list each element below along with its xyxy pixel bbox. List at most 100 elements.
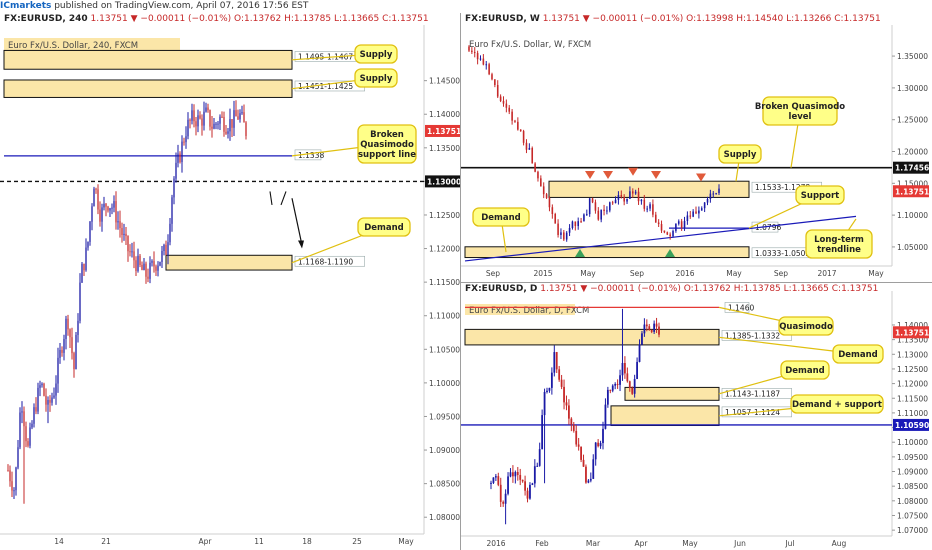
cD-price-tick: 1.10000 xyxy=(897,438,928,447)
cW-candle-body xyxy=(528,147,531,150)
cW-price-axis[interactable] xyxy=(892,25,932,282)
cW-callout-box[interactable] xyxy=(805,229,873,259)
chart-panel-240[interactable]: FX:EURUSD, 240 1.13751 ▼ −0.00011 (−0.01… xyxy=(0,13,460,550)
c240-price-tick: 1.08000 xyxy=(429,513,460,522)
cW-candle-body xyxy=(603,209,605,211)
c240-price-tick: 1.10000 xyxy=(429,379,460,388)
c240-candle-body xyxy=(83,263,85,271)
cW-candle-body xyxy=(680,221,683,228)
c240-price-axis[interactable] xyxy=(424,25,460,550)
cW-candle-body xyxy=(502,100,505,104)
c240-price-tick: 1.14500 xyxy=(429,77,460,86)
cW-price-tick: 1.30000 xyxy=(897,84,928,93)
cW-callout-box[interactable] xyxy=(795,185,845,205)
cW-arrow-down-marker xyxy=(651,170,661,179)
cD-candle-body xyxy=(533,466,536,484)
c240-candle-body xyxy=(93,188,95,207)
cW-callout-box[interactable] xyxy=(472,207,530,227)
publish-info: published on TradingView.com, April 07, … xyxy=(51,1,309,11)
cD-callout-box[interactable] xyxy=(790,394,884,414)
cW-callout-box[interactable] xyxy=(762,96,838,126)
c240-candle-body xyxy=(99,209,101,222)
cD-candle-body xyxy=(592,459,595,479)
c240-candle-body xyxy=(49,399,51,403)
symbol-label: FX:EURUSD, D xyxy=(465,284,538,294)
cW-candle-body xyxy=(709,193,712,199)
c240-candle-body xyxy=(131,251,133,253)
c240-callout-box[interactable] xyxy=(354,68,398,88)
c240-candle-body xyxy=(151,261,153,263)
c240-candle-body xyxy=(81,263,83,283)
c240-callout-text: support line xyxy=(358,150,416,160)
c240-candle-body xyxy=(215,123,217,125)
cD-candle-body xyxy=(494,476,497,478)
c240-candle-body xyxy=(135,260,137,271)
cD-callout-box[interactable] xyxy=(780,360,830,380)
cW-candle-body xyxy=(611,202,614,204)
cD-candle-body xyxy=(594,442,597,460)
chart-240[interactable]: 1.14500 1.14000 1.13500 1.13000 1.12500 1.120… xyxy=(0,13,460,550)
cD-callout-box[interactable] xyxy=(832,344,884,364)
cD-zone xyxy=(464,328,720,346)
c240-candle-body xyxy=(33,407,35,424)
c240-zone-label: 1.1168-1.1190 xyxy=(298,257,353,266)
cW-candle-body xyxy=(634,191,637,194)
cW-candle-body xyxy=(560,232,562,235)
c240-candle-body xyxy=(211,126,213,129)
cW-candle-body xyxy=(522,131,525,143)
c240-candle-body xyxy=(17,447,19,468)
cW-label-bg xyxy=(465,38,573,49)
chart-panel-weekly[interactable]: FX:EURUSD, W 1.13751 ▼ −0.00011 (−0.01%)… xyxy=(461,13,932,282)
c240-callout-box[interactable] xyxy=(357,217,411,237)
c240-candle-body xyxy=(43,383,45,396)
c240-line-label: 1.1338 xyxy=(298,151,324,160)
cD-candle-body xyxy=(519,474,522,480)
cD-candle-body xyxy=(550,372,553,388)
cW-long-term-trendline xyxy=(464,215,857,262)
cD-candle-body xyxy=(589,478,592,481)
chart-panel-daily[interactable]: FX:EURUSD, D 1.13751 ▼ −0.00011 (−0.01%)… xyxy=(461,283,932,550)
cW-candle-body xyxy=(703,202,706,209)
chart-weekly[interactable]: 1.35000 1.30000 1.25000 1.20000 1.15000 1.100… xyxy=(461,13,932,282)
cD-callout-box[interactable] xyxy=(778,316,834,336)
c240-candle-body xyxy=(189,119,191,121)
cD-candle-body xyxy=(641,333,643,345)
cD-candle-body xyxy=(490,482,492,484)
cW-candle-body xyxy=(517,121,519,130)
chart-daily[interactable]: 1.14000 1.13500 1.13000 1.12500 1.12000 1.115… xyxy=(461,283,932,550)
c240-candle-body xyxy=(111,207,113,209)
c240-callout-box[interactable] xyxy=(357,124,417,164)
c240-price-tick: 1.09000 xyxy=(429,446,460,455)
cD-candle-body xyxy=(560,379,563,387)
cW-candle-body xyxy=(657,222,660,225)
cD-zone-label: 1.1385-1.1332 xyxy=(725,331,780,340)
cD-candle-body xyxy=(531,483,534,485)
c240-price-tick: 1.11000 xyxy=(429,312,460,321)
cW-candle-body xyxy=(540,178,542,187)
cW-line-label: 1.0796 xyxy=(755,223,781,232)
cW-zone-label: 1.1533-1.1278 xyxy=(755,183,810,192)
cD-candle-body xyxy=(614,383,617,386)
cW-candle-body xyxy=(614,199,617,204)
cD-callout-text: Demand xyxy=(838,350,878,360)
c240-price-badge xyxy=(425,124,460,137)
c240-price-badge xyxy=(425,175,460,188)
c240-candle-body xyxy=(37,387,39,412)
cW-candle-body xyxy=(577,221,579,227)
cD-price-tick: 1.14000 xyxy=(897,321,928,330)
c240-candle-body xyxy=(187,119,189,137)
cW-candle-body xyxy=(706,198,709,203)
cW-candle-body xyxy=(626,198,628,202)
c240-callout-box[interactable] xyxy=(354,44,398,64)
cW-candle-body xyxy=(718,188,720,194)
c240-candle-body xyxy=(205,107,207,112)
brand-name[interactable]: ICmarkets xyxy=(0,1,52,11)
c240-candle-body xyxy=(159,261,161,266)
symbol-label: FX:EURUSD, W xyxy=(465,14,540,24)
c240-zone-label: 1.1451-1.1425 xyxy=(298,82,353,91)
cD-candle-body xyxy=(631,387,634,394)
cD-callout-text: Demand xyxy=(785,366,825,376)
cD-candle-body xyxy=(555,352,558,370)
cW-callout-box[interactable] xyxy=(718,144,762,164)
c240-candle-body xyxy=(235,110,237,117)
